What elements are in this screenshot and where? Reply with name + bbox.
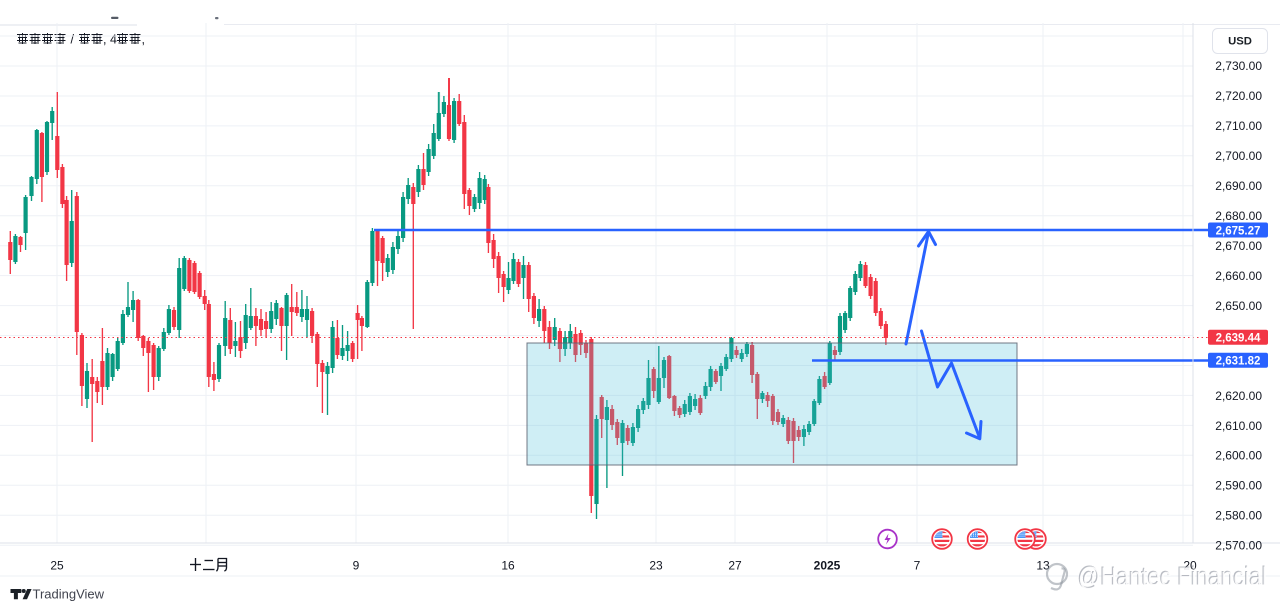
svg-text:2,610.00: 2,610.00 [1215, 419, 1262, 433]
svg-text:2,631.82: 2,631.82 [1216, 356, 1261, 368]
svg-text:2,670.00: 2,670.00 [1215, 239, 1262, 253]
svg-text:2,720.00: 2,720.00 [1215, 89, 1262, 103]
svg-text:2,639.44: 2,639.44 [1216, 333, 1261, 345]
svg-text:, 4: , 4 [103, 33, 117, 47]
svg-text:2,650.00: 2,650.00 [1215, 299, 1262, 313]
svg-text:25: 25 [50, 559, 64, 573]
svg-text:23: 23 [649, 559, 663, 573]
svg-text:2,730.00: 2,730.00 [1215, 59, 1262, 73]
svg-text:7: 7 [914, 559, 921, 573]
svg-text:USD: USD [1228, 36, 1252, 48]
svg-text:20: 20 [1183, 559, 1197, 573]
svg-text:2,680.00: 2,680.00 [1215, 209, 1262, 223]
svg-text:TradingView: TradingView [33, 587, 105, 602]
svg-text:,: , [142, 33, 145, 47]
svg-text:27: 27 [728, 559, 742, 573]
svg-text:2,660.00: 2,660.00 [1215, 269, 1262, 283]
svg-text:2,690.00: 2,690.00 [1215, 179, 1262, 193]
svg-text:2,710.00: 2,710.00 [1215, 119, 1262, 133]
svg-text:@Hantec Financial: @Hantec Financial [1078, 562, 1267, 592]
svg-text:2,620.00: 2,620.00 [1215, 389, 1262, 403]
svg-text:16: 16 [501, 559, 515, 573]
svg-text:2,675.27: 2,675.27 [1216, 225, 1261, 237]
svg-text:13: 13 [1036, 559, 1050, 573]
svg-text:2,700.00: 2,700.00 [1215, 149, 1262, 163]
svg-text:2,590.00: 2,590.00 [1215, 479, 1262, 493]
svg-text:/: / [71, 33, 75, 47]
svg-text:2,570.00: 2,570.00 [1215, 539, 1262, 553]
svg-text:2025: 2025 [814, 559, 841, 573]
svg-text:2,580.00: 2,580.00 [1215, 509, 1262, 523]
svg-text:@Hantec Financial: @Hantec Financial [1077, 561, 1266, 591]
svg-text:9: 9 [353, 559, 360, 573]
svg-text:2,600.00: 2,600.00 [1215, 449, 1262, 463]
